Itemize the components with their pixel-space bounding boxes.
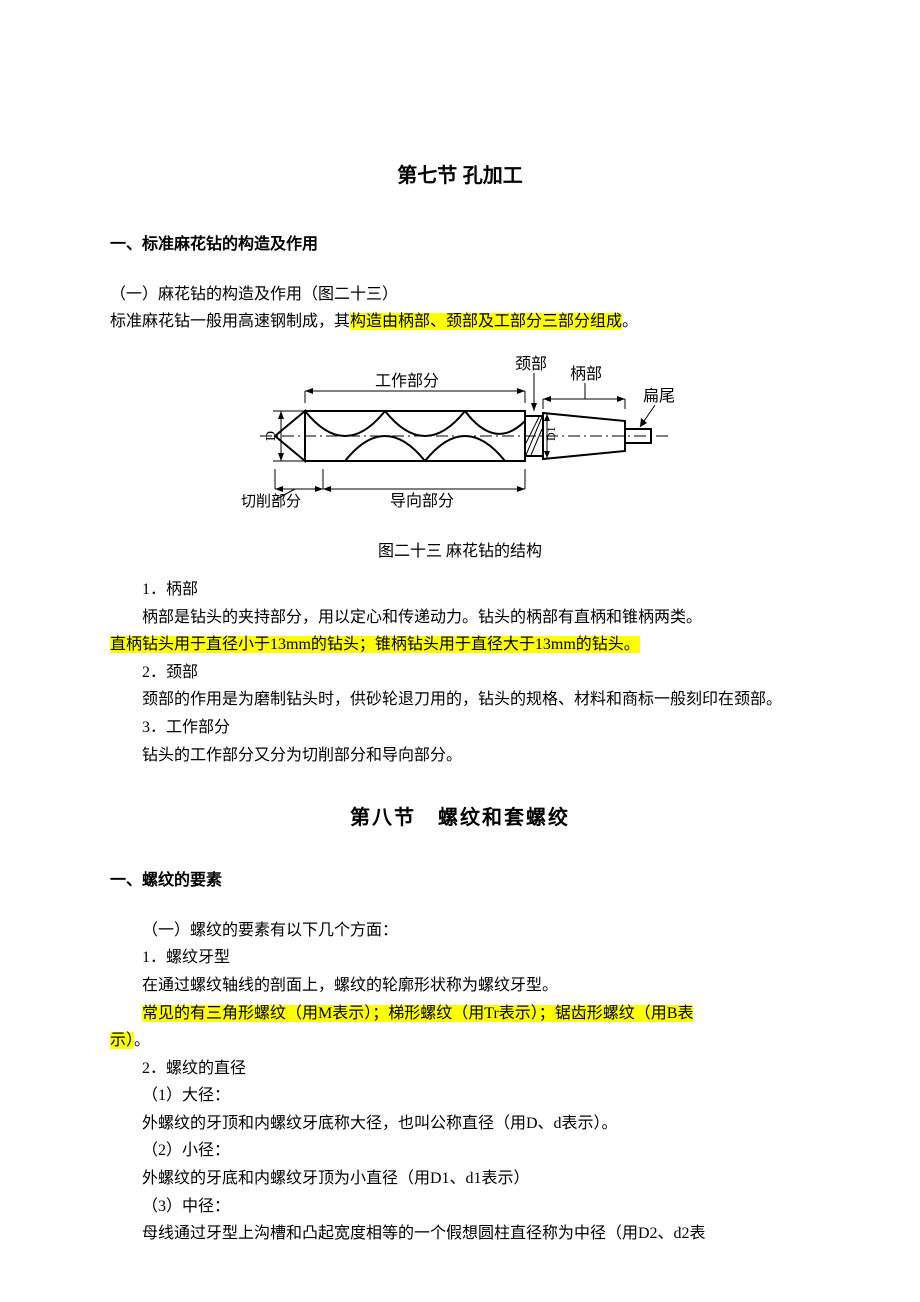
s8-i1-hl-line2-wrap: 示）。 (110, 1028, 810, 1054)
section-7-p1b-prefix: 标准麻花钻一般用高速钢制成，其 (110, 313, 350, 330)
s8-d1-lbl: （1）大径： (110, 1083, 810, 1109)
section-8-title: 第八节 螺纹和套螺绞 (110, 802, 810, 834)
s8-d3-body: 母线通过牙型上沟槽和凸起宽度相等的一个假想圆柱直径称为中径（用D2、d2表 (110, 1221, 810, 1247)
s8-i1-suffix: 。 (134, 1032, 150, 1049)
label-working-part: 工作部分 (375, 372, 439, 390)
section-7-sub1-heading: 一、标准麻花钻的构造及作用 (110, 232, 810, 258)
s8-intro: （一）螺纹的要素有以下几个方面： (110, 918, 810, 944)
section-7-title: 第七节 孔加工 (110, 160, 810, 192)
figure-caption: 图二十三 麻花钻的结构 (110, 539, 810, 565)
label-D1: D1 (544, 426, 558, 441)
s8-i2-num: 2．螺纹的直径 (110, 1056, 810, 1082)
s8-i1-hl-line1: 常见的有三角形螺纹（用M表示）；梯形螺纹（用Tr表示）；锯齿形螺纹（用B表 (142, 1005, 693, 1022)
s8-d3-lbl: （3）中径： (110, 1194, 810, 1220)
figure-drill-structure: D D1 工作部分 颈部 柄部 扁尾 切削部分 (110, 351, 810, 530)
label-guiding-part: 导向部分 (390, 492, 454, 510)
label-flat-tail: 扁尾 (643, 387, 675, 405)
section-7-p1b-suffix: 。 (622, 313, 638, 330)
s8-d1-body: 外螺纹的牙顶和内螺纹牙底称大径，也叫公称直径（用D、d表示）。 (110, 1111, 810, 1137)
item-1-highlight: 直柄钻头用于直径小于13mm的钻头；锥柄钻头用于直径大于13mm的钻头。 (110, 636, 640, 653)
item-1-line1: 柄部是钻头的夹持部分，用以定心和传递动力。钻头的柄部有直柄和锥柄两类。 (142, 609, 702, 626)
s8-d2-lbl: （2）小径： (110, 1138, 810, 1164)
label-D: D (264, 431, 279, 441)
section-7-p1a: （一）麻花钻的构造及作用（图二十三） (110, 282, 810, 308)
section-8-sub1-heading: 一、螺纹的要素 (110, 868, 810, 894)
drill-diagram-svg: D D1 工作部分 颈部 柄部 扁尾 切削部分 (225, 351, 695, 521)
item-2-body: 颈部的作用是为磨制钻头时，供砂轮退刀用的，钻头的规格、材料和商标一般刻印在颈部。 (110, 687, 810, 713)
item-3-body: 钻头的工作部分又分为切削部分和导向部分。 (110, 743, 810, 769)
label-cutting-part: 切削部分 (241, 493, 301, 510)
s8-i1-body: 在通过螺纹轴线的剖面上，螺纹的轮廓形状称为螺纹牙型。 (110, 973, 810, 999)
label-neck: 颈部 (515, 355, 547, 373)
item-1-num: 1．柄部 (110, 577, 810, 603)
s8-i1-hl-line2: 示） (110, 1032, 134, 1049)
item-1-body: 柄部是钻头的夹持部分，用以定心和传递动力。钻头的柄部有直柄和锥柄两类。 (110, 605, 810, 631)
label-shank: 柄部 (570, 365, 602, 383)
item-3-num: 3．工作部分 (110, 715, 810, 741)
s8-i1-hl-line1-wrap: 常见的有三角形螺纹（用M表示）；梯形螺纹（用Tr表示）；锯齿形螺纹（用B表 (110, 1001, 810, 1027)
item-2-num: 2．颈部 (110, 660, 810, 686)
s8-i1-num: 1．螺纹牙型 (110, 945, 810, 971)
section-7-p1b-highlight: 构造由柄部、颈部及工部分三部分组成 (350, 313, 622, 330)
item-1-highlight-wrap: 直柄钻头用于直径小于13mm的钻头；锥柄钻头用于直径大于13mm的钻头。 (110, 632, 810, 658)
section-7-p1b: 标准麻花钻一般用高速钢制成，其构造由柄部、颈部及工部分三部分组成。 (110, 309, 810, 335)
s8-d2-body: 外螺纹的牙底和内螺纹牙顶为小直径（用D1、d1表示） (110, 1166, 810, 1192)
